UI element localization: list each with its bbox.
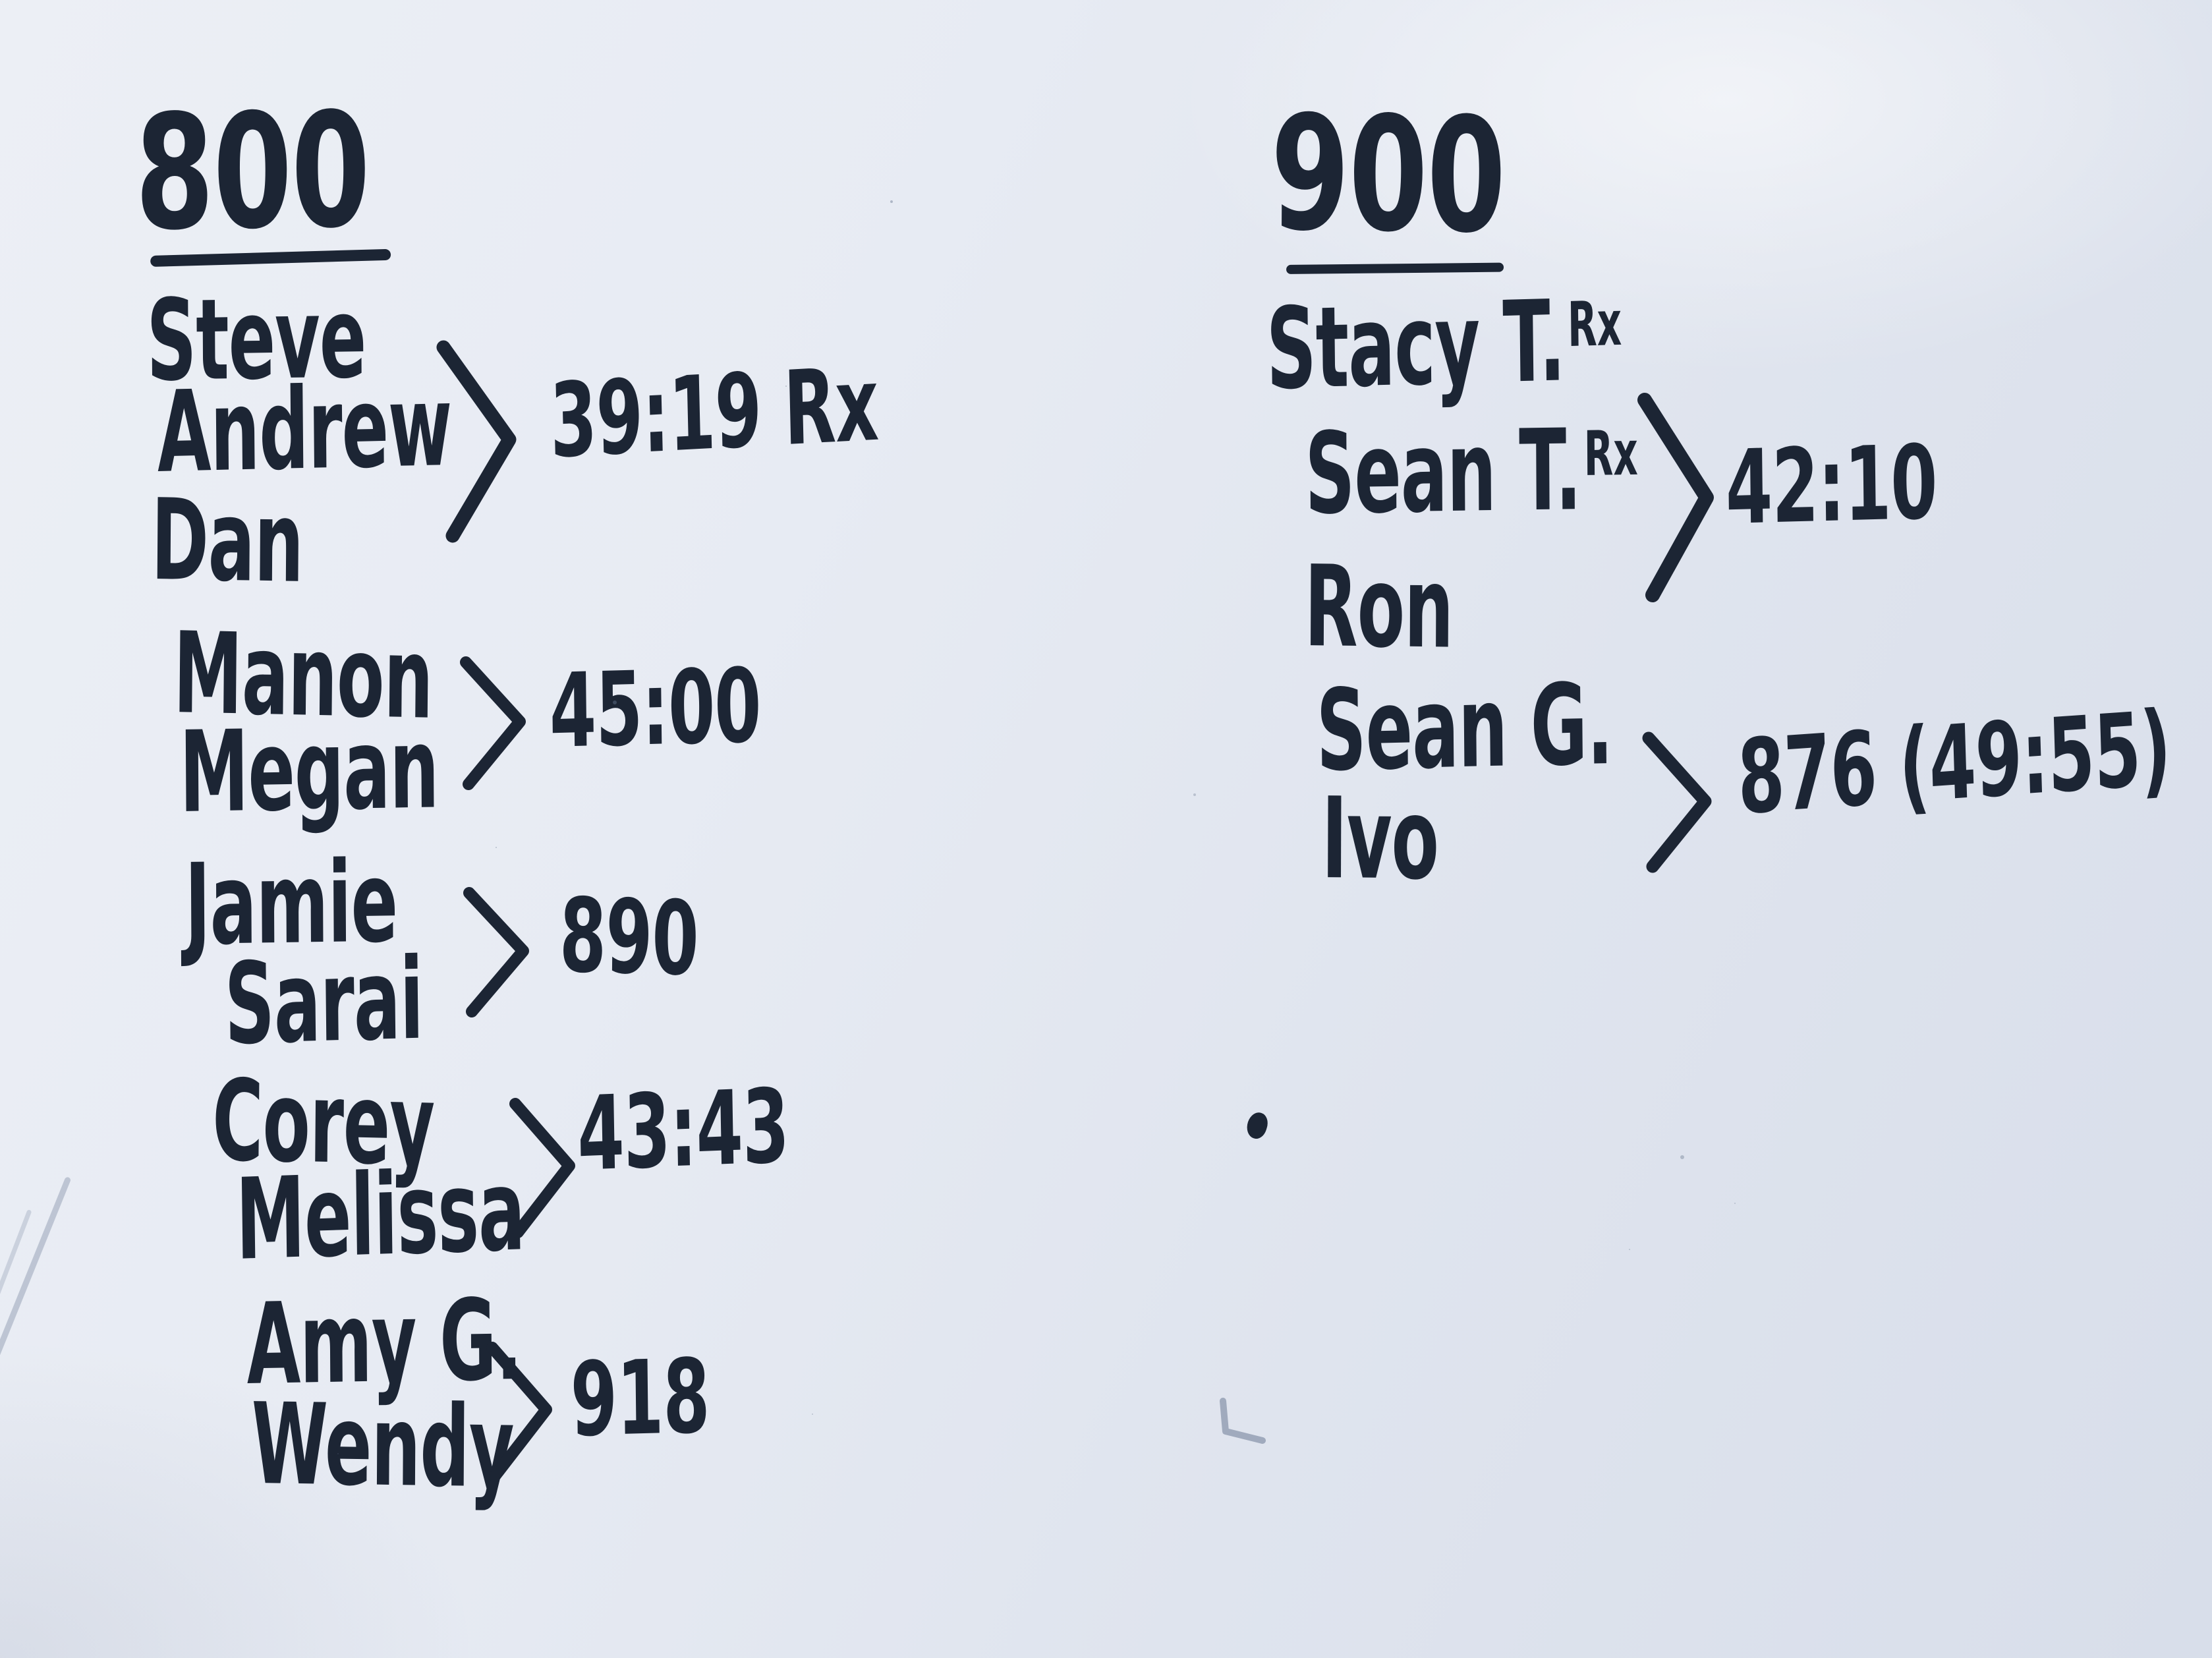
scuff-mark [0, 1176, 72, 1362]
brace-chevron-icon [463, 887, 529, 1017]
result-group-800-3: 890 [559, 876, 699, 999]
result-group-900-1: 42:10 [1724, 422, 1938, 548]
scuff-mark [0, 1209, 32, 1371]
brace-chevron-icon [436, 340, 517, 543]
brace-chevron-icon [1642, 731, 1712, 873]
dust-speck [613, 700, 617, 704]
result-group-900-2: 876 (49:55) [1736, 688, 2172, 838]
name-sarai: Sarai [223, 934, 424, 1070]
brace-chevron-icon [486, 1342, 552, 1482]
name-megan: Megan [179, 703, 439, 838]
result-group-800-1: 39:19 Rx [548, 344, 880, 481]
name-sean-t: Sean T.Rx [1305, 405, 1639, 540]
brace-chevron-icon [1637, 393, 1714, 602]
result-group-800-2: 45:00 [548, 646, 762, 771]
name-melissa: Melissa [235, 1145, 526, 1286]
result-group-800-4: 43:43 [576, 1066, 790, 1194]
rx-superscript: Rx [1583, 417, 1639, 490]
name-andrew: Andrew [156, 360, 453, 498]
smudge-mark [1220, 1398, 1266, 1444]
heading-900: 900 [1270, 81, 1506, 269]
name-stacy-t: Stacy T.Rx [1266, 276, 1622, 415]
ink-dot-mark [1243, 1110, 1271, 1141]
rx-superscript: Rx [1567, 287, 1622, 361]
name-sean-g: Sean G. [1315, 659, 1613, 797]
name-stacy-t-label: Stacy T. [1265, 276, 1566, 415]
result-group-800-5: 918 [569, 1336, 710, 1460]
name-ron: Ron [1304, 542, 1454, 674]
brace-chevron-icon [509, 1098, 575, 1238]
heading-900-underline [1286, 262, 1504, 274]
name-sean-t-label: Sean T. [1304, 405, 1581, 540]
brace-chevron-icon [460, 656, 526, 790]
name-dan: Dan [150, 475, 304, 608]
name-ivo: Ivo [1321, 774, 1439, 905]
name-wendy: Wendy [251, 1379, 514, 1514]
heading-800: 800 [134, 78, 370, 266]
